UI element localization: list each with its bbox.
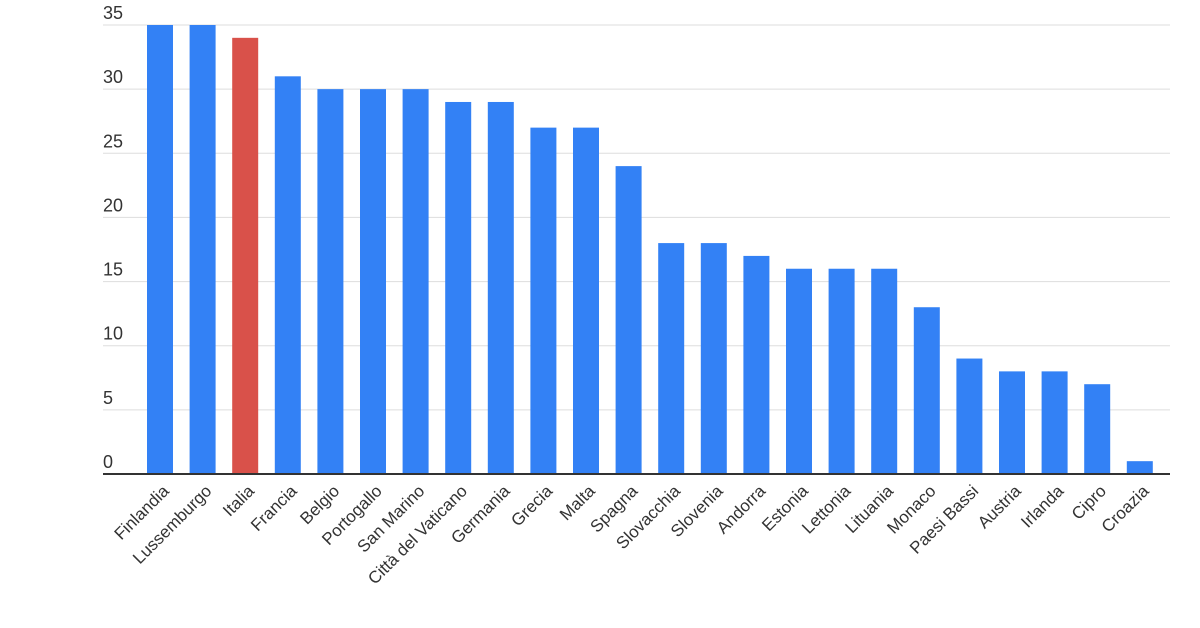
x-tick-label: Croazia bbox=[1098, 481, 1153, 536]
y-axis-ticks: 0 5 10 15 20 25 30 35 bbox=[103, 3, 123, 472]
x-tick-label: Irlanda bbox=[1017, 481, 1068, 532]
bar-san-marino bbox=[402, 89, 429, 475]
y-tick-label: 30 bbox=[103, 67, 123, 87]
bar-andorra bbox=[743, 255, 770, 474]
bar-italia bbox=[232, 37, 259, 474]
bar-monaco bbox=[913, 307, 940, 474]
bar-finlandia bbox=[147, 25, 173, 474]
y-tick-label: 10 bbox=[103, 324, 123, 344]
y-tick-label: 0 bbox=[103, 452, 113, 472]
bar-francia bbox=[274, 76, 301, 475]
bar-estonia bbox=[786, 268, 812, 474]
x-tick-label: Austria bbox=[974, 481, 1025, 532]
bars bbox=[147, 25, 1153, 475]
bar-paesi-bassi bbox=[956, 358, 983, 474]
bar-slovacchia bbox=[658, 243, 685, 474]
bar-cipro bbox=[1084, 384, 1111, 474]
bar-austria bbox=[999, 371, 1025, 474]
x-tick-label: Grecia bbox=[507, 481, 556, 530]
x-tick-label: Italia bbox=[219, 481, 258, 520]
y-tick-label: 20 bbox=[103, 195, 123, 215]
bar-slovenia bbox=[700, 243, 727, 474]
bar-spagna bbox=[615, 166, 642, 474]
bar-lituania bbox=[871, 268, 898, 474]
x-tick-label: Francia bbox=[247, 481, 301, 535]
y-tick-label: 5 bbox=[103, 388, 113, 408]
x-tick-label: Andorra bbox=[713, 481, 770, 538]
bar-croazia bbox=[1126, 461, 1153, 474]
bar-lettonia bbox=[828, 268, 855, 474]
bar-grecia bbox=[530, 127, 557, 474]
bar-malta bbox=[573, 127, 599, 474]
y-tick-label: 25 bbox=[103, 131, 123, 151]
bar-portogallo bbox=[360, 89, 386, 475]
bar-belgio bbox=[317, 89, 344, 475]
y-tick-label: 35 bbox=[103, 3, 123, 23]
bar-irlanda bbox=[1041, 371, 1068, 474]
bar-lussemburgo bbox=[189, 25, 216, 474]
bar-germania bbox=[487, 101, 514, 474]
bar-citt-del-vaticano bbox=[445, 101, 472, 474]
y-tick-label: 15 bbox=[103, 260, 123, 280]
